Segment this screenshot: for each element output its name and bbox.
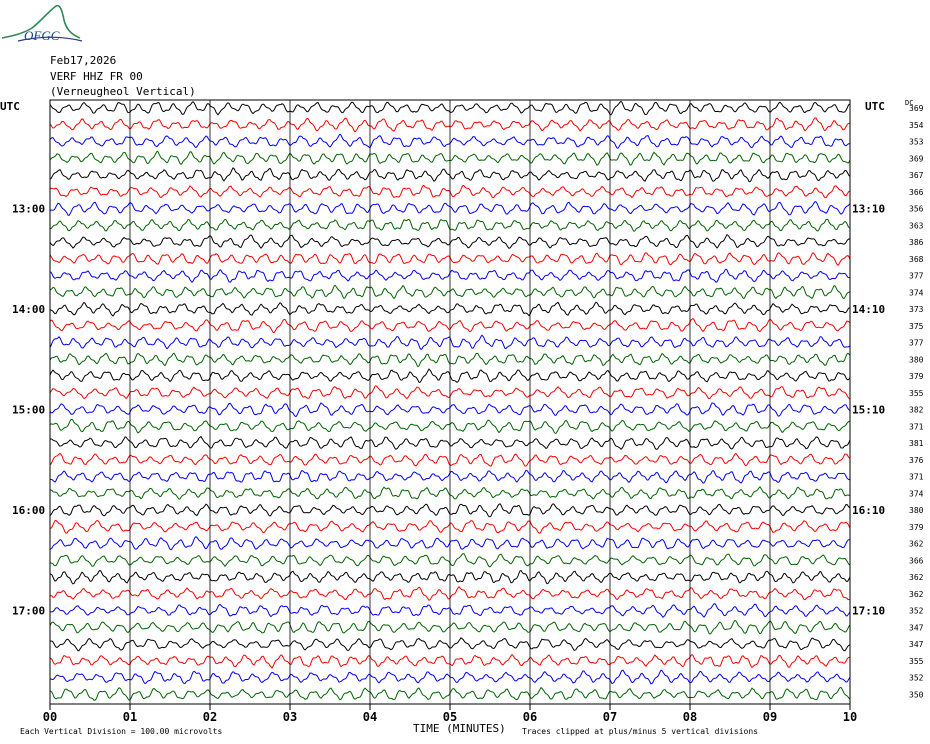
dc-offset-label: 381 [909, 439, 924, 448]
x-tick-label: 02 [203, 710, 217, 724]
dc-offset-label: 347 [909, 623, 924, 632]
dc-offset-label: 380 [909, 506, 924, 515]
dc-offset-label: 369 [909, 154, 924, 163]
x-tick-label: 07 [603, 710, 617, 724]
right-time-label: 14:10 [852, 303, 885, 316]
left-time-label: 16:00 [12, 504, 45, 517]
dc-offset-label: 379 [909, 372, 924, 381]
dc-offset-label: 353 [909, 138, 924, 147]
date-label: Feb17,2026 [50, 54, 117, 67]
dc-offset-label: 371 [909, 422, 924, 431]
x-tick-label: 05 [443, 710, 457, 724]
dc-offset-label: 352 [909, 607, 924, 616]
dc-offset-label: 352 [909, 674, 924, 683]
dc-offset-label: 367 [909, 171, 924, 180]
dc-offset-label: 382 [909, 406, 924, 415]
dc-offset-label: 374 [909, 489, 924, 498]
dc-offset-label: 362 [909, 573, 924, 582]
grid-layer [49, 99, 851, 710]
left-time-label: 17:00 [12, 605, 45, 618]
dc-offset-label: 373 [909, 305, 924, 314]
dc-offset-label: 386 [909, 238, 924, 247]
station-label: VERF HHZ FR 00 [50, 70, 143, 83]
dc-offset-label: 377 [909, 272, 924, 281]
dc-offset-label: 368 [909, 255, 924, 264]
footer-clip-note: Traces clipped at plus/minus 5 vertical … [522, 727, 758, 736]
dc-offset-label: 363 [909, 221, 924, 230]
x-tick-label: 08 [683, 710, 697, 724]
dc-offset-label: 380 [909, 355, 924, 364]
left-utc-label: UTC [0, 100, 20, 113]
right-time-label: 15:10 [852, 404, 885, 417]
dc-offset-label: 362 [909, 540, 924, 549]
right-time-label: 16:10 [852, 504, 885, 517]
x-tick-label: 01 [123, 710, 137, 724]
dc-offset-label: 379 [909, 523, 924, 532]
dc-offset-label: 355 [909, 389, 924, 398]
ofgc-logo: OFGC [1, 4, 83, 43]
dc-offset-label: 347 [909, 640, 924, 649]
dc-offset-label: 355 [909, 657, 924, 666]
right-time-label: 13:10 [852, 203, 885, 216]
logo-swoosh [17, 36, 83, 42]
location-label: (Verneugheol Vertical) [50, 85, 196, 98]
dc-offset-label: 374 [909, 288, 924, 297]
left-time-label: 15:00 [12, 404, 45, 417]
x-tick-label: 06 [523, 710, 537, 724]
labels-layer: 369 354 353 369 367 366 356 363 386 368 377 374 373 3… [0, 99, 924, 736]
logo-wave [1, 4, 81, 39]
dc-offset-label: 366 [909, 188, 924, 197]
dc-offset-label: 376 [909, 456, 924, 465]
dc-offset-label: 377 [909, 339, 924, 348]
dc-offset-label: 362 [909, 590, 924, 599]
dc-offset-label: 354 [909, 121, 924, 130]
x-tick-label: 09 [763, 710, 777, 724]
dc-offset-label: 371 [909, 473, 924, 482]
dc-offset-label: 369 [909, 104, 924, 113]
x-tick-label: 10 [843, 710, 857, 724]
right-time-label: 17:10 [852, 605, 885, 618]
right-utc-label: UTC [865, 100, 885, 113]
x-axis-title: TIME (MINUTES) [413, 722, 506, 735]
dc-header-label: DC [905, 99, 913, 107]
dc-offset-label: 375 [909, 322, 924, 331]
footer-scale-note: Each Vertical Division = 100.00 microvol… [20, 727, 222, 736]
x-tick-label: 03 [283, 710, 297, 724]
left-time-label: 13:00 [12, 203, 45, 216]
x-tick-label: 04 [363, 710, 377, 724]
left-time-label: 14:00 [12, 303, 45, 316]
dc-offset-label: 350 [909, 690, 924, 699]
dc-offset-label: 356 [909, 205, 924, 214]
x-tick-label: 00 [43, 710, 57, 724]
dc-offset-label: 366 [909, 556, 924, 565]
logo-text: OFGC [24, 28, 60, 43]
